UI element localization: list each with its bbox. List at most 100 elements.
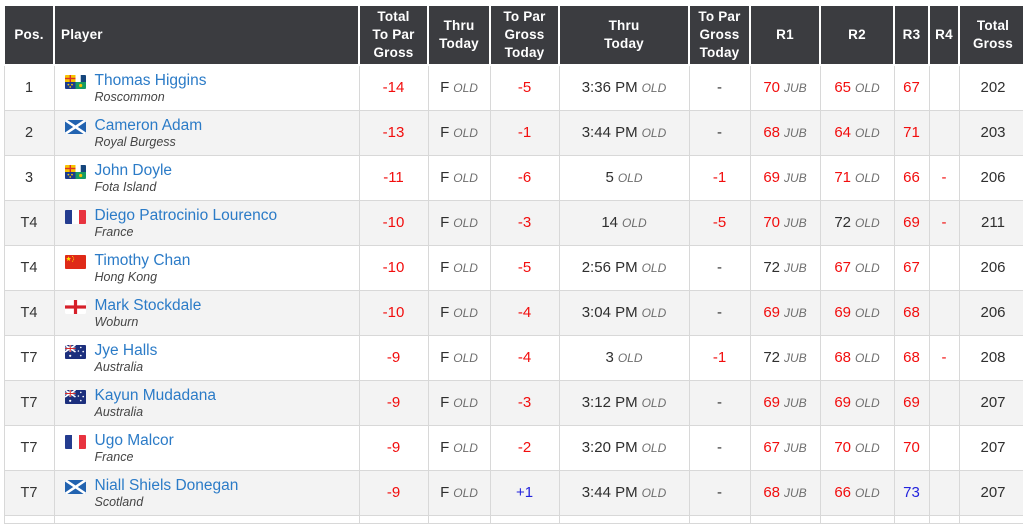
thru_today_2-cell: 3:04 PM OLD bbox=[558, 289, 690, 336]
course-tag: OLD bbox=[453, 171, 478, 185]
player-name-link[interactable]: Jye Halls bbox=[94, 341, 158, 359]
column-header-r1: R1 bbox=[749, 4, 821, 66]
r3-cell: 71 bbox=[893, 109, 930, 156]
r4-cell: - bbox=[928, 154, 960, 201]
r3-cell: 69 bbox=[893, 199, 930, 246]
player-name-link[interactable]: Mark Stockdale bbox=[94, 296, 202, 314]
course-tag: OLD bbox=[855, 126, 880, 140]
table-row: T4 Timothy Chan Hong Kong -10 F OLD -5 2:56 PM O… bbox=[3, 244, 1023, 291]
australia-flag-icon bbox=[64, 344, 86, 359]
r4-cell bbox=[928, 469, 960, 516]
course-tag: OLD bbox=[855, 261, 880, 275]
total_gross-cell: 207 bbox=[958, 469, 1023, 516]
total_to_par_gross-cell: -14 bbox=[358, 64, 429, 111]
r1-cell: 68 JUB bbox=[749, 469, 821, 516]
ireland-four-provinces-flag-icon bbox=[64, 74, 86, 89]
r2-cell: 69 OLD bbox=[819, 289, 895, 336]
thru_today_1-cell: F OLD bbox=[427, 469, 491, 516]
r1-cell: 72 JUB bbox=[749, 244, 821, 291]
column-header-pos: Pos. bbox=[3, 4, 55, 66]
to_par_gross_today_1-cell: +1 bbox=[489, 469, 560, 516]
table-row: 1 Thomas Higgins Roscommon -14 F OLD -5 3:36 PM… bbox=[3, 64, 1023, 111]
total_to_par_gross-cell: -9 bbox=[358, 379, 429, 426]
player-name-link[interactable]: Ugo Malcor bbox=[94, 431, 174, 449]
thru_today_1-cell: F OLD bbox=[427, 154, 491, 201]
to_par_gross_today_1-cell: -6 bbox=[489, 154, 560, 201]
course-tag: OLD bbox=[855, 171, 880, 185]
r4-cell bbox=[928, 289, 960, 336]
r4-cell bbox=[928, 379, 960, 426]
course-tag: OLD bbox=[855, 396, 880, 410]
player-name-link[interactable]: John Doyle bbox=[94, 161, 173, 179]
r1-cell: 70 JUB bbox=[749, 64, 821, 111]
to_par_gross_today_1-cell: -3 bbox=[489, 379, 560, 426]
r1-cell: 72 JUB bbox=[749, 334, 821, 381]
to_par_gross_today_1-cell: -4 bbox=[489, 334, 560, 381]
player-name-link[interactable]: Timothy Chan bbox=[94, 251, 191, 269]
thru_today_1-cell: F OLD bbox=[427, 244, 491, 291]
table-row: T7 Ugo Malcor France -9 F OLD -2 3:20 PM OLD -67 J… bbox=[3, 424, 1023, 471]
to_par_gross_today_2-cell: -1 bbox=[688, 334, 751, 381]
thru_today_2-cell: 3:36 PM OLD bbox=[558, 64, 690, 111]
r3-cell: 67 bbox=[893, 64, 930, 111]
position-cell: T4 bbox=[3, 199, 55, 246]
to_par_gross_today_2-cell: - bbox=[688, 424, 751, 471]
to_par_gross_today_2-cell: - bbox=[688, 379, 751, 426]
player-cell: Kayun Mudadana Australia bbox=[53, 379, 360, 426]
player-cell: Ugo Malcor France bbox=[53, 424, 360, 471]
player-name-link[interactable]: Kayun Mudadana bbox=[94, 386, 217, 404]
r1-cell: 69 JUB bbox=[749, 379, 821, 426]
course-tag: OLD bbox=[641, 441, 667, 455]
column-header-to_par_gross_today_2: To Par Gross Today bbox=[688, 4, 751, 66]
leaderboard-table: Pos. Player Total To Par Gross Thru Today To… bbox=[3, 4, 1023, 524]
total_gross-cell: 207 bbox=[958, 379, 1023, 426]
column-header-to_par_gross_today_1: To Par Gross Today bbox=[489, 4, 560, 66]
to_par_gross_today_2-cell: -5 bbox=[688, 199, 751, 246]
r1-cell: 68 JUB bbox=[749, 109, 821, 156]
scotland-flag-icon bbox=[64, 479, 86, 494]
course-tag: JUB bbox=[784, 441, 807, 455]
thru_today_2-cell: 3:20 PM OLD bbox=[558, 424, 690, 471]
course-tag: JUB bbox=[784, 216, 807, 230]
table-row: T4 Diego Patrocinio Lourenco France -10 F OLD… bbox=[3, 199, 1023, 246]
course-tag: OLD bbox=[641, 126, 667, 140]
position-cell: T7 bbox=[3, 334, 55, 381]
position-cell: T7 bbox=[3, 469, 55, 516]
total_to_par_gross-cell: -10 bbox=[358, 244, 429, 291]
course-tag: OLD bbox=[453, 261, 478, 275]
player-name-link[interactable]: Niall Shiels Donegan bbox=[94, 476, 239, 494]
france-flag-icon bbox=[64, 209, 86, 224]
partial-table-row bbox=[3, 514, 1023, 524]
position-cell: T7 bbox=[3, 424, 55, 471]
r2-cell: 67 OLD bbox=[819, 244, 895, 291]
thru_today_2-cell: 3:44 PM OLD bbox=[558, 469, 690, 516]
r2-cell: 66 OLD bbox=[819, 469, 895, 516]
course-tag: OLD bbox=[617, 171, 643, 185]
total_gross-cell: 206 bbox=[958, 244, 1023, 291]
course-tag: OLD bbox=[453, 306, 478, 320]
course-tag: OLD bbox=[855, 441, 880, 455]
player-name-link[interactable]: Cameron Adam bbox=[94, 116, 203, 134]
position-cell: T7 bbox=[3, 379, 55, 426]
course-tag: JUB bbox=[784, 486, 807, 500]
to_par_gross_today_2-cell: - bbox=[688, 469, 751, 516]
to_par_gross_today_1-cell: -5 bbox=[489, 244, 560, 291]
r2-cell: 64 OLD bbox=[819, 109, 895, 156]
player-cell: Thomas Higgins Roscommon bbox=[53, 64, 360, 111]
total_to_par_gross-cell: -9 bbox=[358, 469, 429, 516]
column-header-total_gross: Total Gross bbox=[958, 4, 1023, 66]
player-name-link[interactable]: Thomas Higgins bbox=[94, 71, 207, 89]
course-tag: OLD bbox=[641, 396, 667, 410]
player-name-link[interactable]: Diego Patrocinio Lourenco bbox=[94, 206, 278, 224]
scotland-flag-icon bbox=[64, 119, 86, 134]
course-tag: OLD bbox=[453, 396, 478, 410]
r2-cell: 70 OLD bbox=[819, 424, 895, 471]
r2-cell: 68 OLD bbox=[819, 334, 895, 381]
to_par_gross_today_2-cell: - bbox=[688, 289, 751, 336]
course-tag: OLD bbox=[641, 486, 667, 500]
course-tag: OLD bbox=[855, 81, 880, 96]
position-cell: T4 bbox=[3, 244, 55, 291]
course-tag: JUB bbox=[784, 126, 807, 140]
total_gross-cell: 203 bbox=[958, 109, 1023, 156]
player-club: Australia bbox=[94, 359, 144, 374]
